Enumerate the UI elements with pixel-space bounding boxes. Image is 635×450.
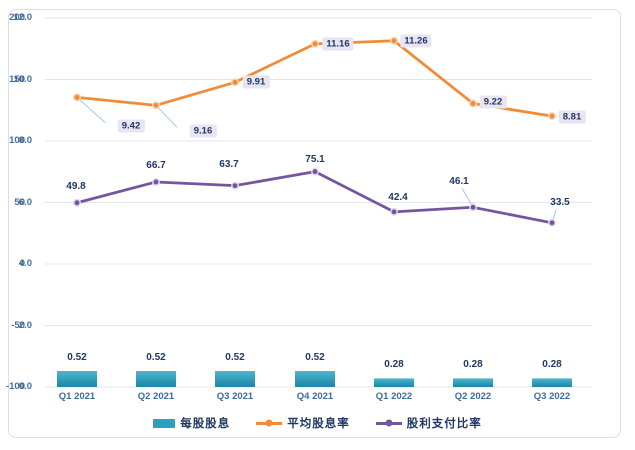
line-point	[152, 178, 160, 186]
bar	[215, 371, 255, 387]
line-point	[73, 198, 81, 207]
payout-ratio-line	[76, 170, 553, 225]
line-point	[390, 36, 398, 45]
purple-line-marker-icon	[375, 419, 402, 427]
orange-line-marker-icon	[256, 419, 283, 427]
legend-item-dividend-per-share: 每股股息	[153, 415, 230, 431]
bar	[295, 371, 335, 387]
chart-frame	[8, 9, 621, 438]
bar	[374, 378, 414, 387]
bar-series-swatch-icon	[153, 418, 176, 428]
line-point	[152, 101, 160, 110]
line-point	[311, 39, 319, 48]
line-point	[469, 99, 477, 108]
label-leader-line	[76, 96, 106, 123]
line-point	[231, 78, 239, 87]
line-point	[231, 181, 239, 190]
legend-item-payout-ratio: 股利支付比率	[375, 415, 482, 431]
legend-item-avg-dividend-yield: 平均股息率	[256, 415, 350, 431]
line-point	[548, 218, 556, 227]
line-point	[548, 112, 556, 121]
bar	[532, 378, 572, 387]
line-point	[73, 93, 81, 102]
legend-label-payout-ratio: 股利支付比率	[406, 418, 482, 430]
line-point	[469, 203, 477, 212]
legend-label-avg-dividend-yield: 平均股息率	[287, 418, 350, 430]
chart-legend: 每股股息 平均股息率 股利支付比率	[0, 414, 635, 432]
bar	[136, 371, 176, 387]
legend-label-dividend-per-share: 每股股息	[180, 418, 231, 430]
bar	[57, 371, 97, 387]
line-point	[311, 167, 319, 176]
line-point	[390, 207, 398, 216]
label-leader-line	[155, 104, 178, 128]
bar	[453, 378, 493, 387]
avg-dividend-yield-line	[76, 39, 553, 118]
